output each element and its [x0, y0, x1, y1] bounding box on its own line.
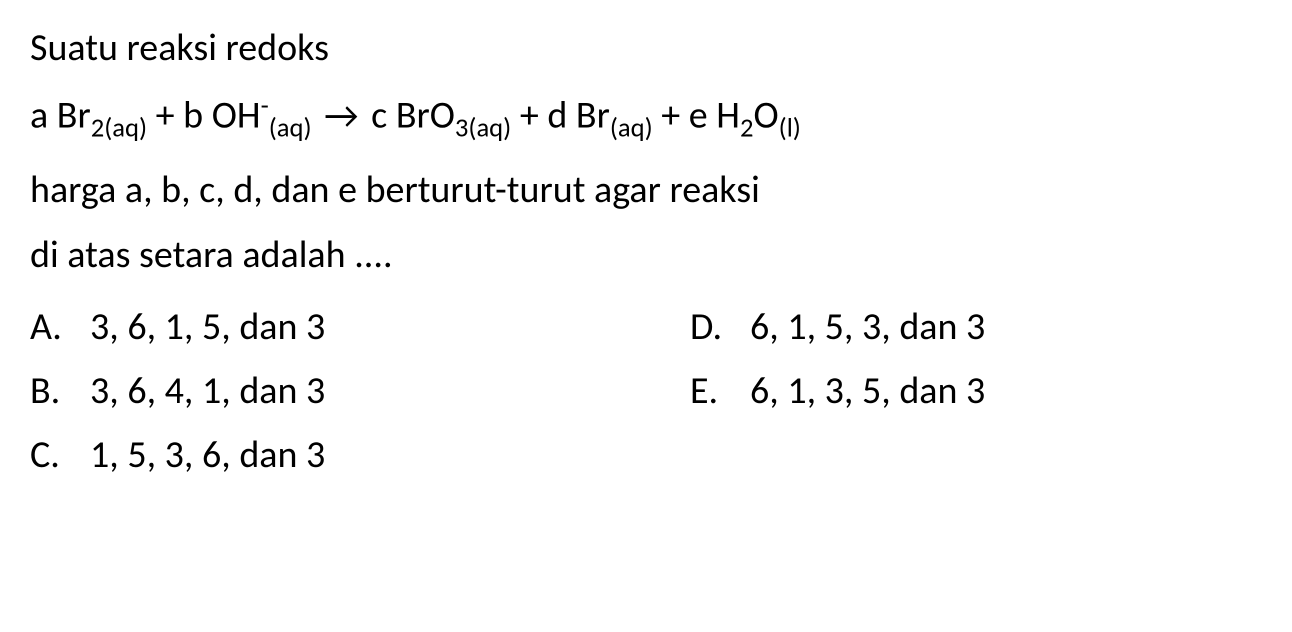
coef-c: c — [371, 93, 387, 139]
chemical-equation: a Br2(aq) + b OH-(aq) → c BrO3(aq) + d B… — [30, 85, 1262, 150]
option-c-label: C. — [30, 432, 90, 478]
option-b-text: 3, 6, 4, 1, dan 3 — [90, 368, 325, 414]
coef-a: a — [30, 93, 48, 139]
option-row-3: C. 1, 5, 3, 6, dan 3 — [30, 432, 1262, 478]
option-d: D. 6, 1, 5, 3, dan 3 — [690, 304, 985, 350]
options-container: A. 3, 6, 1, 5, dan 3 D. 6, 1, 5, 3, dan … — [30, 304, 1262, 496]
question-title: Suatu reaksi redoks — [30, 20, 1262, 77]
arrow-icon: → — [324, 86, 358, 147]
option-c: C. 1, 5, 3, 6, dan 3 — [30, 432, 690, 478]
option-c-text: 1, 5, 3, 6, dan 3 — [90, 432, 325, 478]
option-row-1: A. 3, 6, 1, 5, dan 3 D. 6, 1, 5, 3, dan … — [30, 304, 1262, 350]
option-e-text: 6, 1, 3, 5, dan 3 — [750, 368, 985, 414]
option-b-label: B. — [30, 368, 90, 414]
option-e-label: E. — [690, 368, 750, 414]
coef-e: e — [689, 93, 708, 139]
option-a: A. 3, 6, 1, 5, dan 3 — [30, 304, 690, 350]
option-a-label: A. — [30, 304, 90, 350]
option-b: B. 3, 6, 4, 1, dan 3 — [30, 368, 690, 414]
coef-d: d — [547, 93, 567, 139]
option-e: E. 6, 1, 3, 5, dan 3 — [690, 368, 985, 414]
option-d-text: 6, 1, 5, 3, dan 3 — [750, 304, 985, 350]
option-d-label: D. — [690, 304, 750, 350]
question-text-2: di atas setara adalah .... — [30, 227, 1262, 284]
coef-b: b — [183, 93, 203, 139]
option-row-2: B. 3, 6, 4, 1, dan 3 E. 6, 1, 3, 5, dan … — [30, 368, 1262, 414]
option-a-text: 3, 6, 1, 5, dan 3 — [90, 304, 325, 350]
question-text-1: harga a, b, c, d, dan e berturut-turut a… — [30, 162, 1262, 219]
